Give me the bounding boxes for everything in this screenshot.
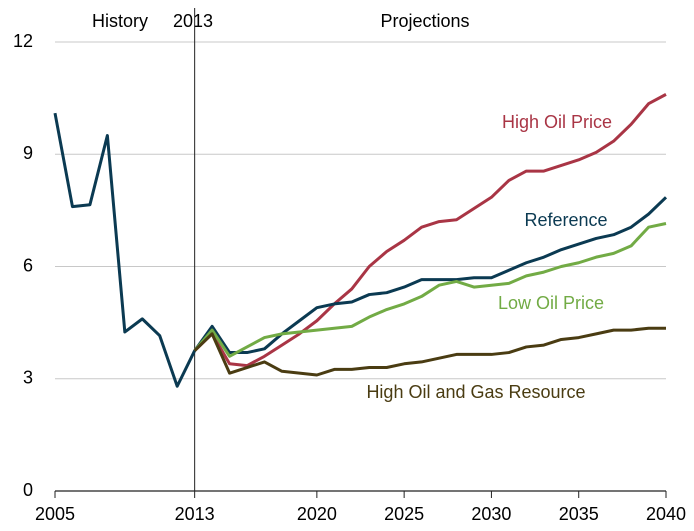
x-tick-label: 2035 bbox=[559, 504, 599, 524]
annotation: Projections bbox=[380, 11, 469, 31]
y-tick-label: 12 bbox=[13, 31, 33, 51]
annotation: History bbox=[92, 11, 148, 31]
series-label: Low Oil Price bbox=[498, 293, 604, 313]
x-tick-label: 2030 bbox=[471, 504, 511, 524]
series-label: Reference bbox=[524, 210, 607, 230]
x-tick-label: 2013 bbox=[175, 504, 215, 524]
x-tick-label: 2025 bbox=[384, 504, 424, 524]
y-tick-label: 3 bbox=[23, 368, 33, 388]
x-tick-label: 2040 bbox=[646, 504, 686, 524]
x-tick-label: 2020 bbox=[297, 504, 337, 524]
y-tick-label: 9 bbox=[23, 143, 33, 163]
line bbox=[193, 222, 667, 358]
series-label: High Oil Price bbox=[502, 112, 612, 132]
line bbox=[193, 326, 666, 377]
series-label: High Oil and Gas Resource bbox=[366, 382, 585, 402]
x-tick-label: 2005 bbox=[35, 504, 75, 524]
line bbox=[193, 93, 667, 368]
line bbox=[53, 112, 668, 388]
annotation: 2013 bbox=[173, 11, 213, 31]
y-tick-label: 6 bbox=[23, 255, 33, 275]
y-tick-label: 0 bbox=[23, 480, 33, 500]
